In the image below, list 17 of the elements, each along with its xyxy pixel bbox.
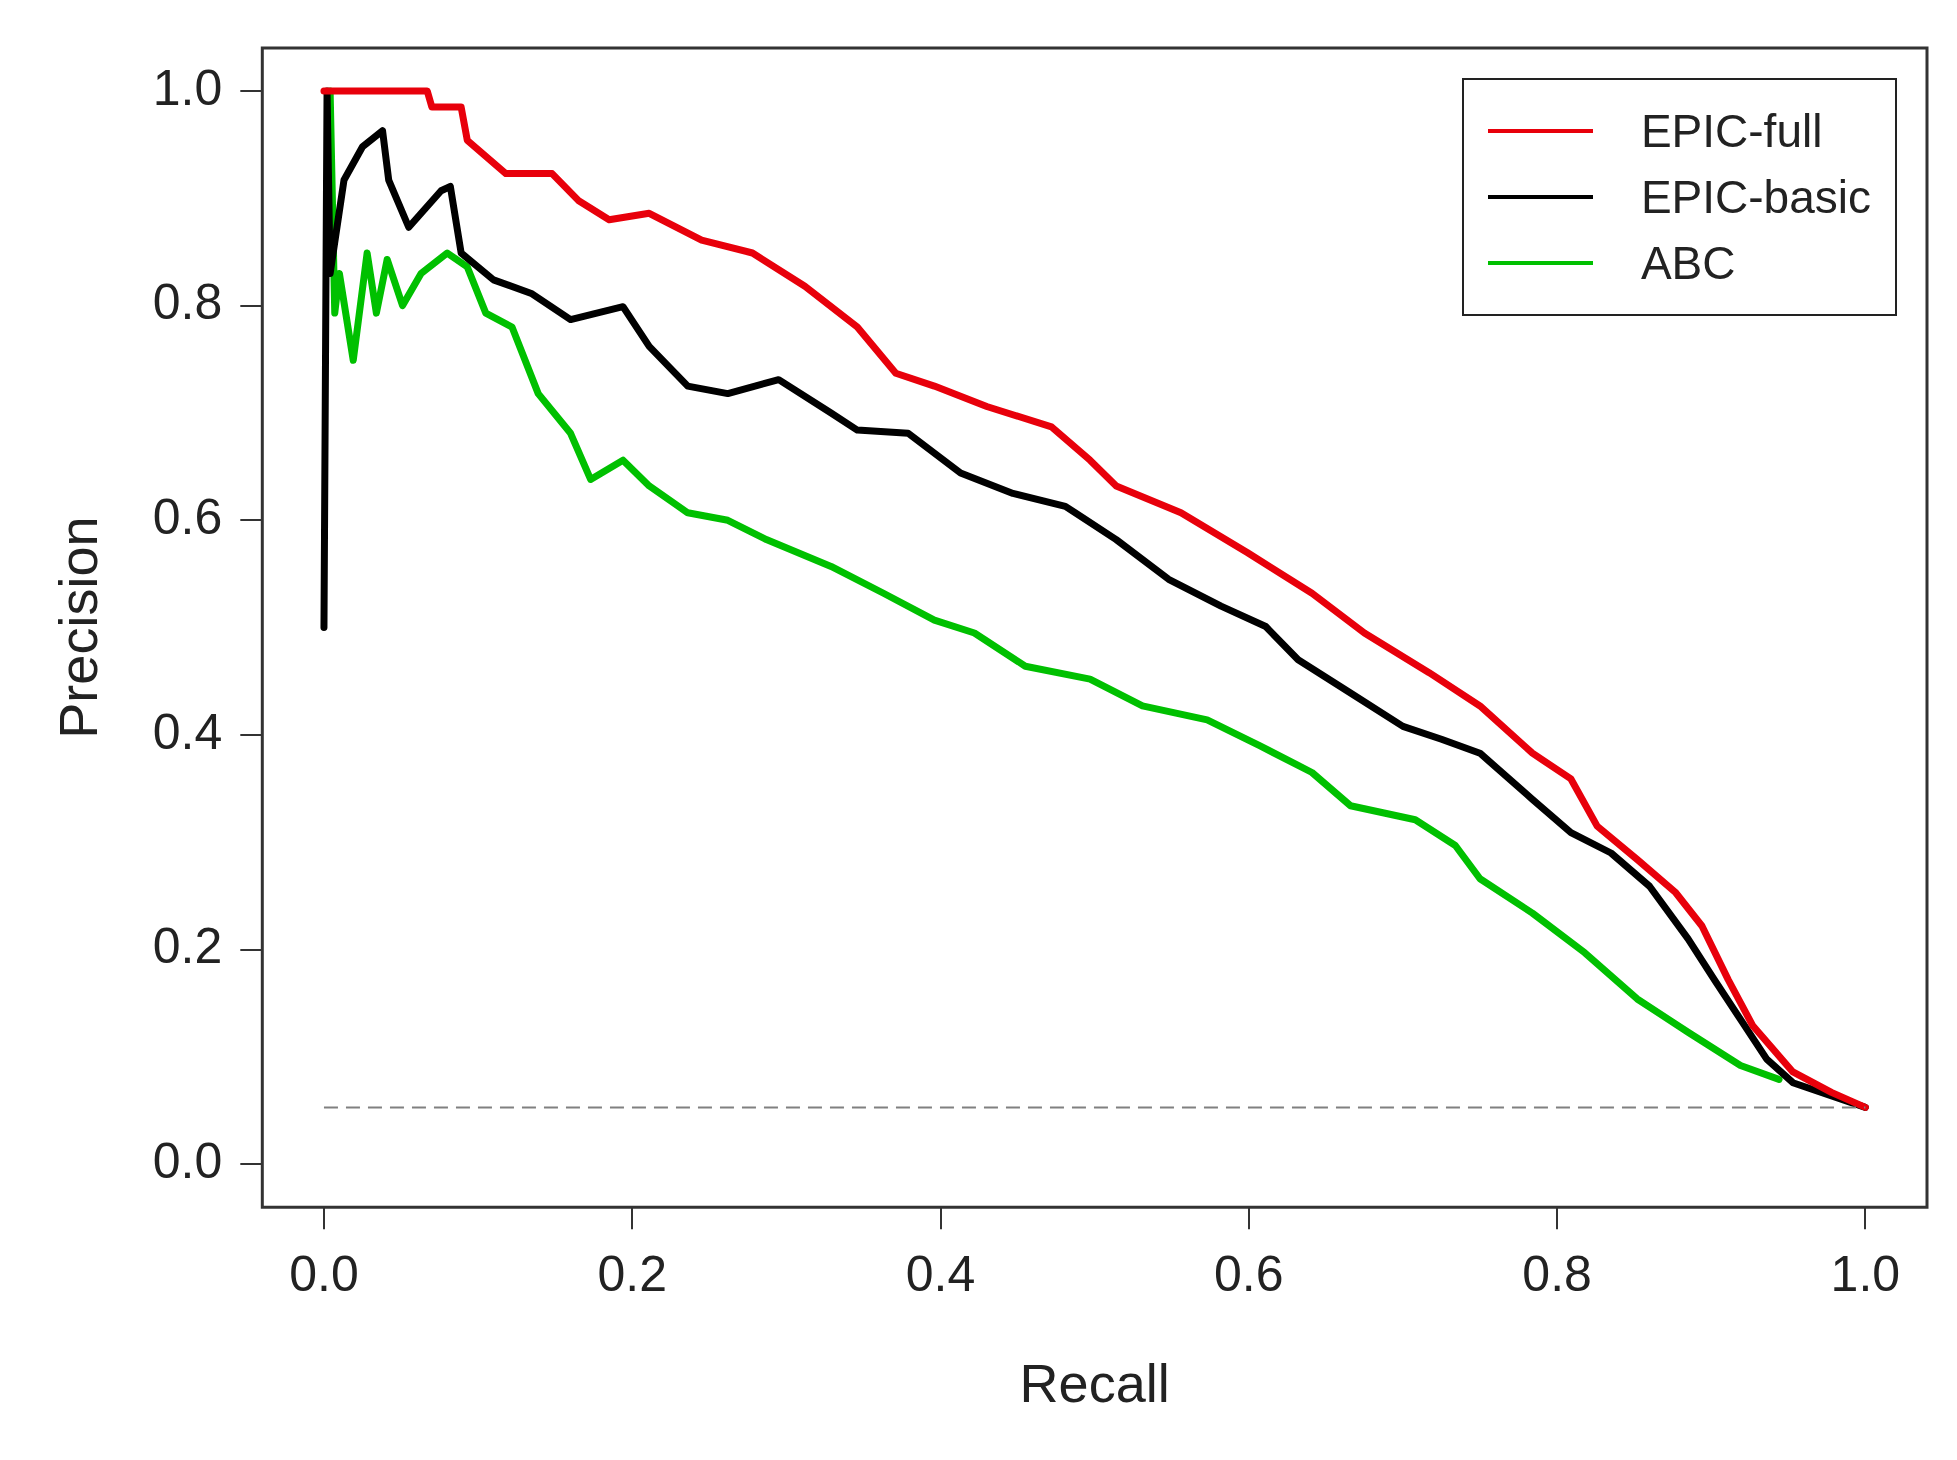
x-tick-label: 0.6 bbox=[1214, 1245, 1284, 1302]
legend-label: EPIC-basic bbox=[1640, 170, 1871, 225]
x-tick-label: 0.4 bbox=[905, 1245, 976, 1302]
x-tick-label: 0.2 bbox=[597, 1245, 667, 1302]
y-tick-label: 0.0 bbox=[152, 1133, 223, 1190]
x-tick-label: 1.0 bbox=[1830, 1245, 1901, 1302]
y-tick-label: 0.8 bbox=[152, 274, 223, 331]
y-tick-label: 0.6 bbox=[152, 489, 223, 546]
legend-label: EPIC-full bbox=[1640, 104, 1823, 159]
y-axis-title: Precision bbox=[48, 516, 109, 739]
y-tick-label: 0.4 bbox=[152, 703, 223, 760]
x-tick-label: 0.8 bbox=[1522, 1245, 1592, 1302]
y-tick-label: 0.2 bbox=[152, 918, 223, 975]
x-axis-title: Recall bbox=[1019, 1353, 1170, 1414]
y-tick-label: 1.0 bbox=[152, 59, 223, 116]
x-tick-label: 0.0 bbox=[289, 1245, 359, 1302]
legend-label: ABC bbox=[1640, 236, 1736, 291]
